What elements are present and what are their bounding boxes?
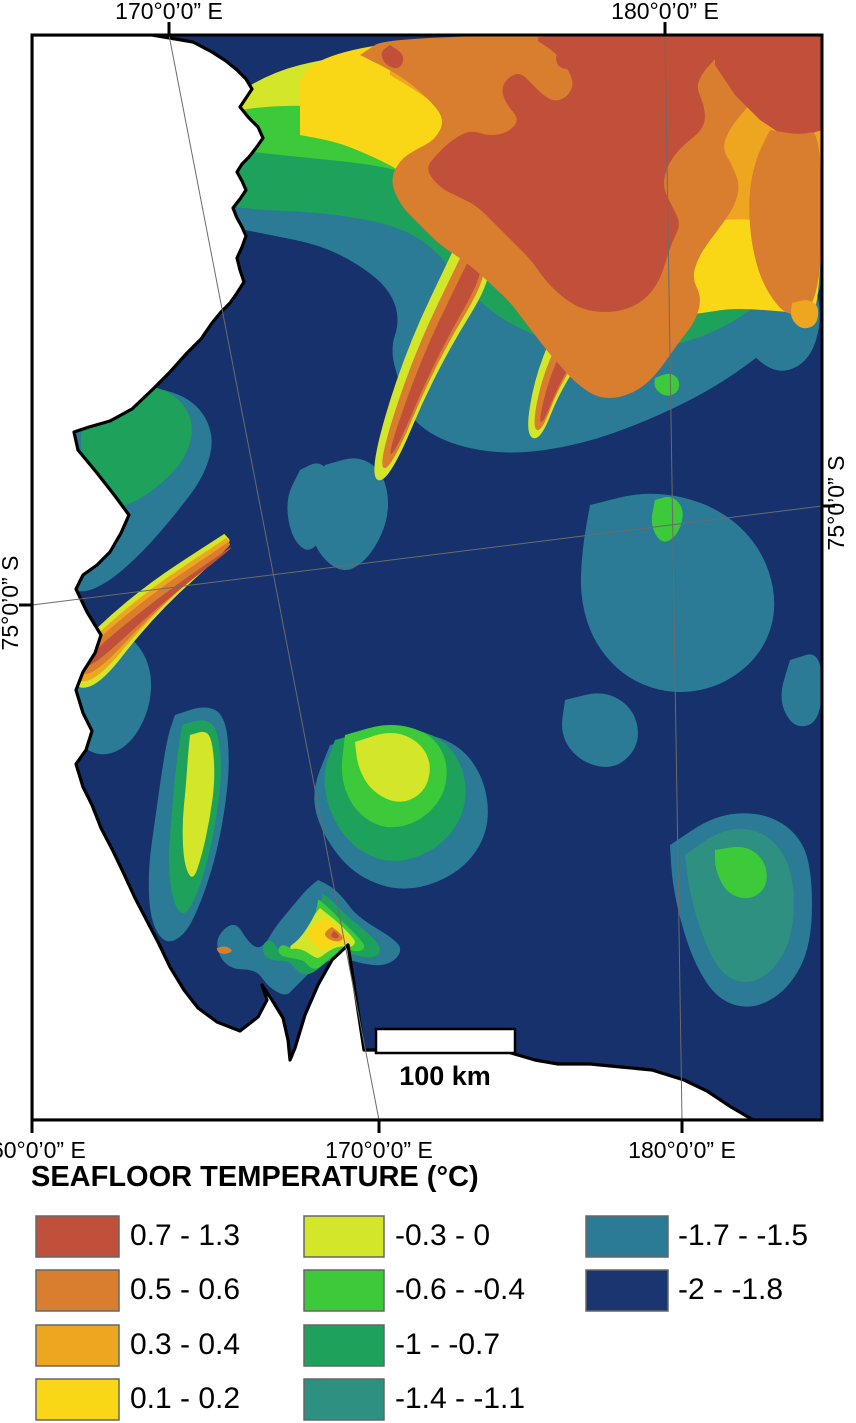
svg-text:-2 - -1.8: -2 - -1.8	[678, 1273, 783, 1306]
svg-text:0.3 - 0.4: 0.3 - 0.4	[130, 1328, 240, 1361]
svg-text:-1.4 - -1.1: -1.4 - -1.1	[395, 1382, 525, 1415]
svg-text:-0.6 - -0.4: -0.6 - -0.4	[395, 1273, 525, 1306]
svg-text:-1 - -0.7: -1 - -0.7	[395, 1328, 500, 1361]
svg-text:0.5 - 0.6: 0.5 - 0.6	[130, 1273, 240, 1306]
svg-text:0.1 - 0.2: 0.1 - 0.2	[130, 1382, 240, 1415]
svg-text:0.7 - 1.3: 0.7 - 1.3	[130, 1219, 240, 1252]
svg-text:-0.3 - 0: -0.3 - 0	[395, 1219, 490, 1252]
svg-text:-1.7 - -1.5: -1.7 - -1.5	[678, 1219, 808, 1252]
